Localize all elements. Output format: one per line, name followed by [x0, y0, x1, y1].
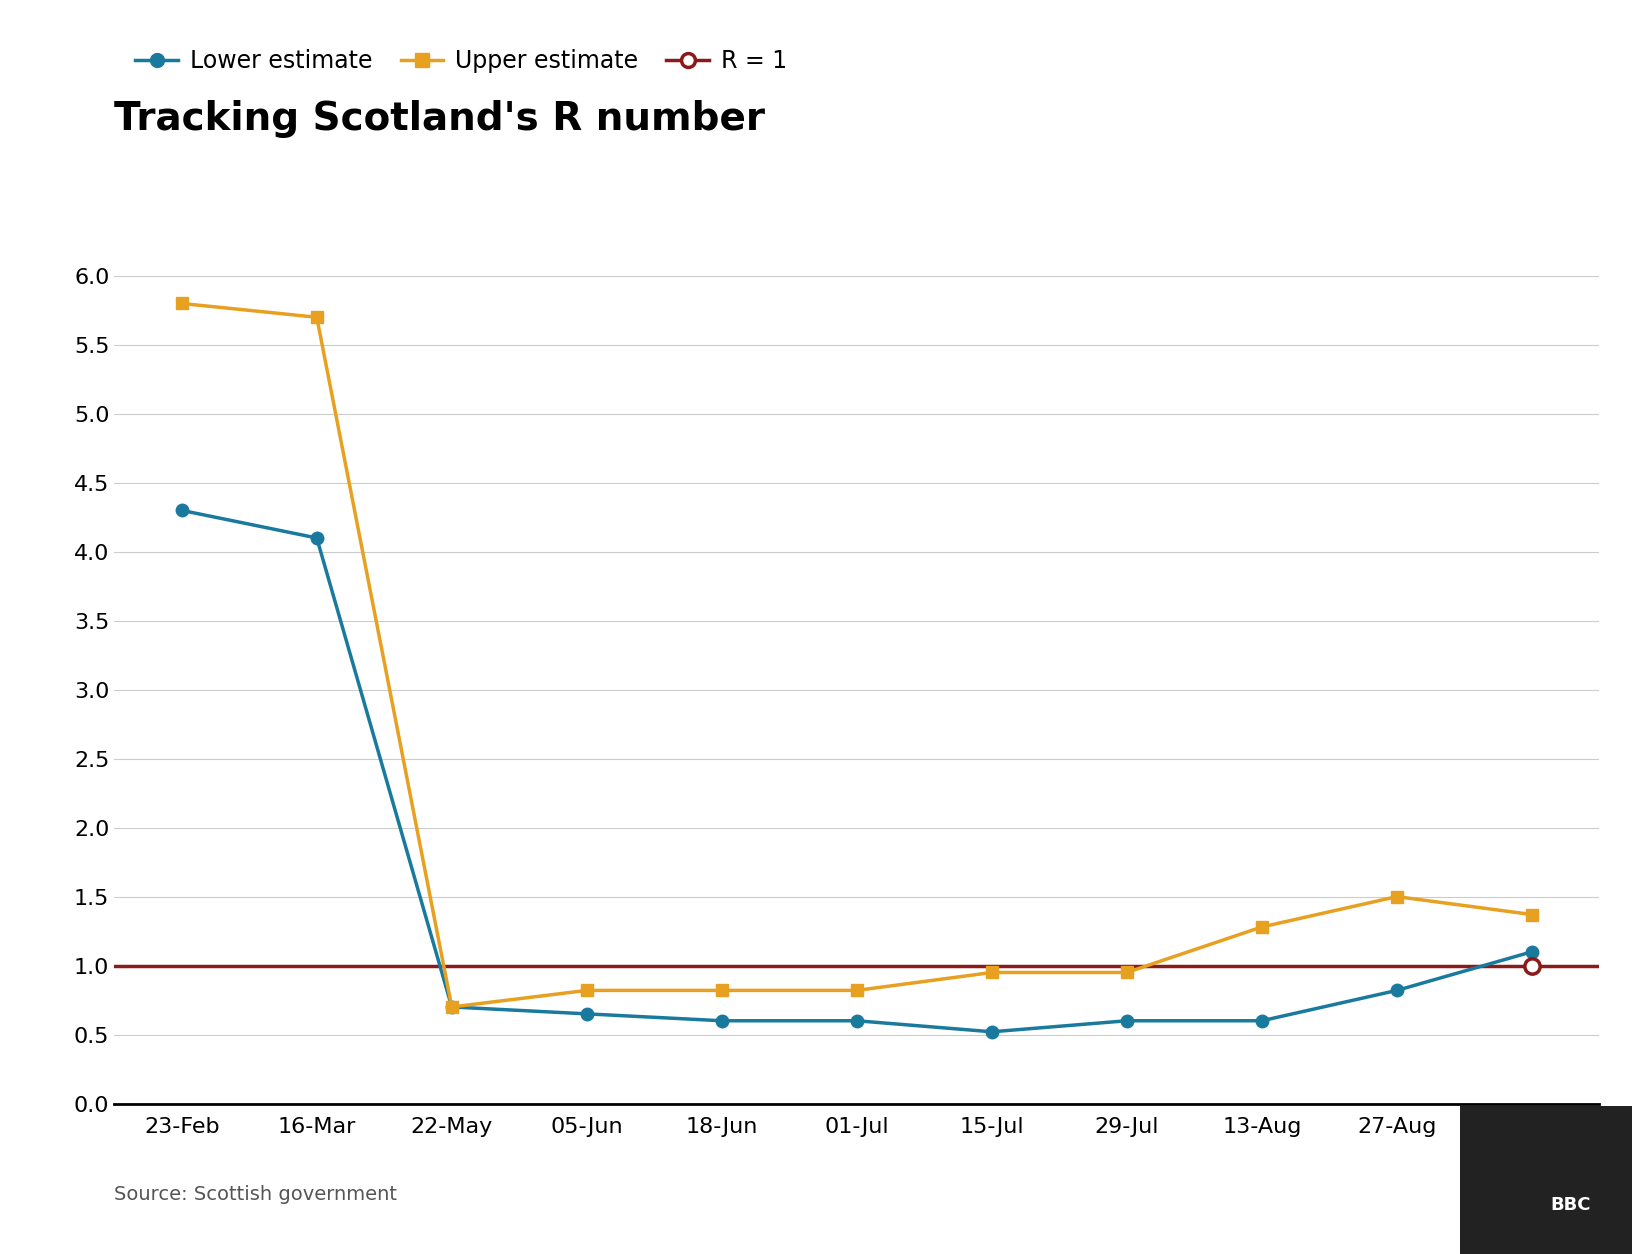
Legend: Lower estimate, Upper estimate, R = 1: Lower estimate, Upper estimate, R = 1 — [126, 39, 796, 83]
Text: Tracking Scotland's R number: Tracking Scotland's R number — [114, 100, 765, 138]
Text: Source: Scottish government: Source: Scottish government — [114, 1185, 397, 1204]
Text: BBC: BBC — [1550, 1196, 1591, 1214]
